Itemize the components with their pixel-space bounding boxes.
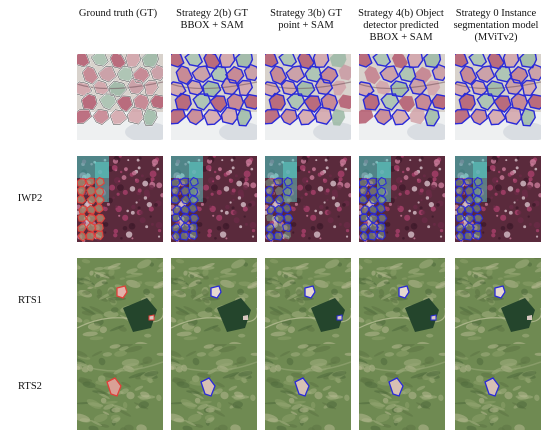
image-cell-rts2-s0 [455, 344, 541, 430]
image-cell-iwp2-s2b [171, 156, 257, 242]
satellite-image-rts2-s0 [455, 344, 541, 430]
satellite-image-rts2-s3b [265, 344, 351, 430]
image-cell-iwp1-s3b [265, 54, 351, 140]
row-label-iwp2: IWP2 [17, 193, 43, 204]
image-cell-iwp2-s0 [455, 156, 541, 242]
satellite-image-rts2-s4b [359, 344, 445, 430]
satellite-image-iwp2-s3b [265, 156, 351, 242]
image-cell-rts1-gt [77, 258, 163, 344]
column-header-gt: Ground truth (GT) [78, 8, 158, 19]
image-cell-iwp1-s4b [359, 54, 445, 140]
image-cell-iwp2-s4b [359, 156, 445, 242]
satellite-image-iwp1-gt [77, 54, 163, 140]
satellite-image-rts1-s0 [455, 258, 541, 344]
image-cell-iwp2-s3b [265, 156, 351, 242]
image-cell-rts2-s3b [265, 344, 351, 430]
image-cell-rts1-s4b [359, 258, 445, 344]
column-header-s4b: Strategy 4(b) Object detector predicted … [358, 8, 444, 43]
satellite-image-iwp1-s0 [455, 54, 541, 140]
row-label-rts1: RTS1 [18, 295, 42, 306]
satellite-image-rts1-s3b [265, 258, 351, 344]
satellite-image-iwp2-s4b [359, 156, 445, 242]
satellite-image-rts1-s2b [171, 258, 257, 344]
satellite-image-rts2-gt [77, 344, 163, 430]
image-cell-iwp2-gt [77, 156, 163, 242]
satellite-image-iwp1-s2b [171, 54, 257, 140]
image-cell-rts1-s0 [455, 258, 541, 344]
image-cell-rts2-s2b [171, 344, 257, 430]
figure-grid: Ground truth (GT) Strategy 2(b) GT BBOX +… [2, 8, 541, 430]
satellite-image-rts2-s2b [171, 344, 257, 430]
image-cell-iwp1-s2b [171, 54, 257, 140]
column-header-s0: Strategy 0 Instance segmentation model (… [453, 8, 539, 43]
watermark-area [2, 48, 66, 143]
image-cell-iwp1-s0 [455, 54, 541, 140]
satellite-image-iwp2-s2b [171, 156, 257, 242]
column-header-s3b: Strategy 3(b) GT point + SAM [270, 8, 342, 31]
satellite-image-iwp1-s3b [265, 54, 351, 140]
satellite-image-iwp2-s0 [455, 156, 541, 242]
satellite-image-iwp2-gt [77, 156, 163, 242]
row-label-rts2: RTS2 [18, 381, 42, 392]
image-cell-rts2-s4b [359, 344, 445, 430]
image-cell-rts1-s2b [171, 258, 257, 344]
satellite-image-rts1-s4b [359, 258, 445, 344]
image-cell-rts2-gt [77, 344, 163, 430]
image-cell-rts1-s3b [265, 258, 351, 344]
watermark-stamp [2, 48, 66, 138]
image-cell-iwp1-gt [77, 54, 163, 140]
satellite-image-iwp1-s4b [359, 54, 445, 140]
satellite-image-rts1-gt [77, 258, 163, 344]
column-header-s2b: Strategy 2(b) GT BBOX + SAM [176, 8, 248, 31]
